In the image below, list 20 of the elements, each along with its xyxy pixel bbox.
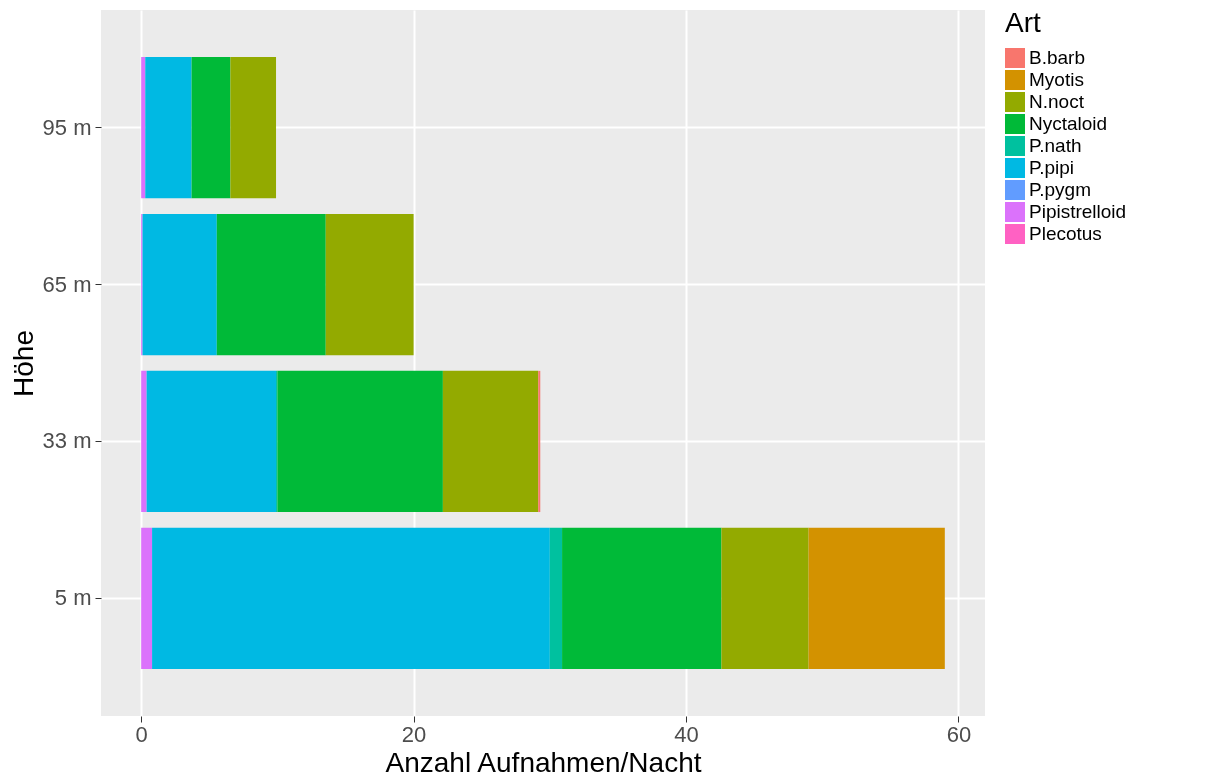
y-tick-label: 5 m — [54, 585, 92, 611]
y-axis-title: Höhe — [7, 330, 39, 397]
y-tick-label: 65 m — [42, 271, 92, 297]
legend-label: N.noct — [1029, 91, 1085, 112]
legend-label: Nyctaloid — [1029, 113, 1108, 134]
x-axis-title: Anzahl Aufnahmen/Nacht — [385, 746, 702, 778]
legend-title: Art — [1005, 7, 1041, 38]
legend-label: B.barb — [1029, 47, 1085, 68]
legend-label: Plecotus — [1029, 223, 1102, 244]
legend-label: P.nath — [1029, 135, 1082, 156]
x-tick-label: 60 — [946, 721, 972, 747]
x-tick-label: 20 — [401, 721, 427, 747]
y-tick-label: 95 m — [42, 114, 92, 140]
legend-label: P.pipi — [1029, 157, 1075, 178]
legend-label: P.pygm — [1029, 179, 1091, 200]
x-tick-label: 0 — [135, 721, 148, 747]
y-tick-label: 33 m — [42, 428, 92, 454]
legend-label: Pipistrelloid — [1029, 201, 1127, 222]
legend-label: Myotis — [1029, 69, 1084, 90]
x-tick-label: 40 — [674, 721, 699, 747]
